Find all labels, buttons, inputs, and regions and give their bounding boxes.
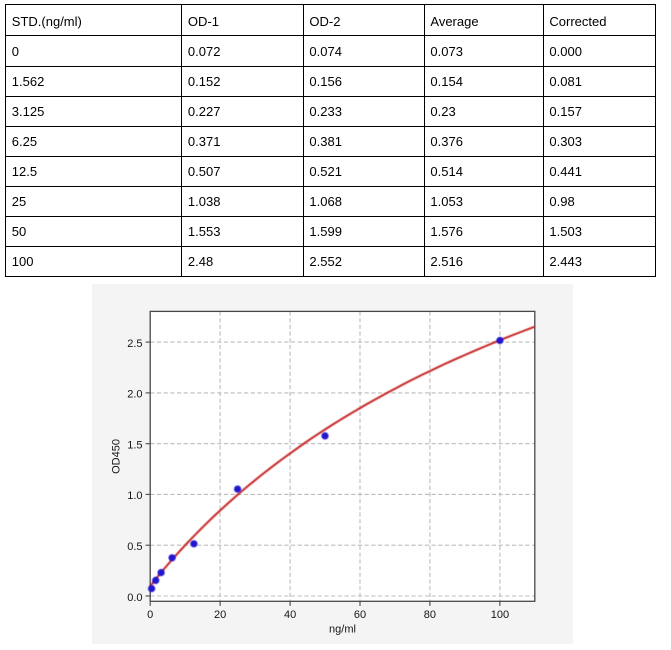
svg-text:0.0: 0.0 xyxy=(127,592,142,604)
svg-text:ng/ml: ng/ml xyxy=(329,624,356,636)
svg-text:40: 40 xyxy=(284,609,296,621)
svg-text:1.0: 1.0 xyxy=(127,490,142,502)
svg-text:20: 20 xyxy=(214,609,226,621)
svg-text:1.5: 1.5 xyxy=(127,440,142,452)
svg-text:2.5: 2.5 xyxy=(127,338,142,350)
svg-text:0.5: 0.5 xyxy=(127,541,142,553)
svg-text:100: 100 xyxy=(491,609,509,621)
svg-text:60: 60 xyxy=(354,609,366,621)
svg-text:2.0: 2.0 xyxy=(127,389,142,401)
svg-text:OD450: OD450 xyxy=(111,439,123,474)
svg-text:80: 80 xyxy=(424,609,436,621)
svg-text:0: 0 xyxy=(147,609,153,621)
